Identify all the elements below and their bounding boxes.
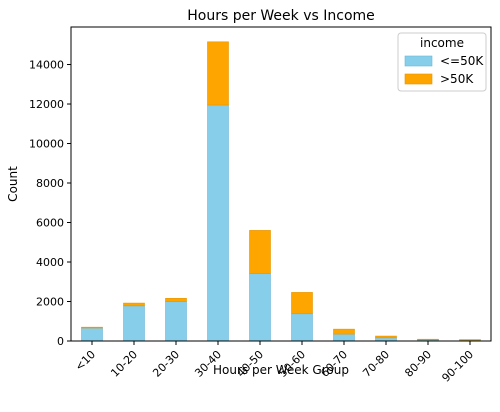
legend: income <=50K >50K xyxy=(397,32,487,92)
x-tick-label: 80-90 xyxy=(402,348,434,380)
bar-le50k-2 xyxy=(165,301,187,342)
bar-le50k-3 xyxy=(207,104,229,342)
bar-gt50k-3 xyxy=(207,41,229,106)
y-tick-label: 0 xyxy=(57,335,64,348)
x-tick-label: 10-20 xyxy=(108,348,140,380)
legend-title: income xyxy=(420,36,464,50)
bar-le50k-1 xyxy=(123,305,145,342)
bar-le50k-6 xyxy=(333,333,355,342)
y-tick-label: 12000 xyxy=(29,98,64,111)
bar-le50k-5 xyxy=(291,313,313,342)
legend-swatch-le50k xyxy=(404,55,433,67)
x-tick-label: 70-80 xyxy=(360,348,392,380)
bar-gt50k-4 xyxy=(249,230,271,274)
legend-label-gt50k: >50K xyxy=(440,72,474,86)
y-axis-label: Count xyxy=(6,166,20,202)
y-tick-label: 8000 xyxy=(36,177,64,190)
bar-le50k-4 xyxy=(249,273,271,342)
bar-gt50k-6 xyxy=(333,328,355,335)
bar-le50k-0 xyxy=(81,327,103,342)
x-tick-label: <10 xyxy=(73,348,99,374)
bars-group xyxy=(81,41,481,342)
legend-label-le50k: <=50K xyxy=(440,54,484,68)
legend-swatch-gt50k xyxy=(404,73,433,85)
y-tick-label: 14000 xyxy=(29,59,64,72)
x-tick-label: 90-100 xyxy=(439,348,476,385)
x-tick-label: 20-30 xyxy=(150,348,182,380)
y-tick-label: 4000 xyxy=(36,256,64,269)
y-tick-label: 6000 xyxy=(36,217,64,230)
plot-frame xyxy=(70,26,492,342)
legend-items: <=50K >50K xyxy=(404,54,484,86)
chart-title: Hours per Week vs Income xyxy=(187,8,375,24)
bar-gt50k-2 xyxy=(165,298,187,302)
y-axis-ticks: 0 2000 4000 6000 8000 10000 12000 14000 xyxy=(29,59,71,348)
bar-gt50k-7 xyxy=(375,335,397,339)
bar-gt50k-8 xyxy=(417,338,439,341)
bar-gt50k-0 xyxy=(81,326,103,329)
bar-gt50k-5 xyxy=(291,292,313,315)
y-tick-label: 10000 xyxy=(29,138,64,151)
y-tick-label: 2000 xyxy=(36,296,64,309)
bar-gt50k-1 xyxy=(123,302,145,307)
x-axis-label: Hours per Week Group xyxy=(213,363,349,377)
